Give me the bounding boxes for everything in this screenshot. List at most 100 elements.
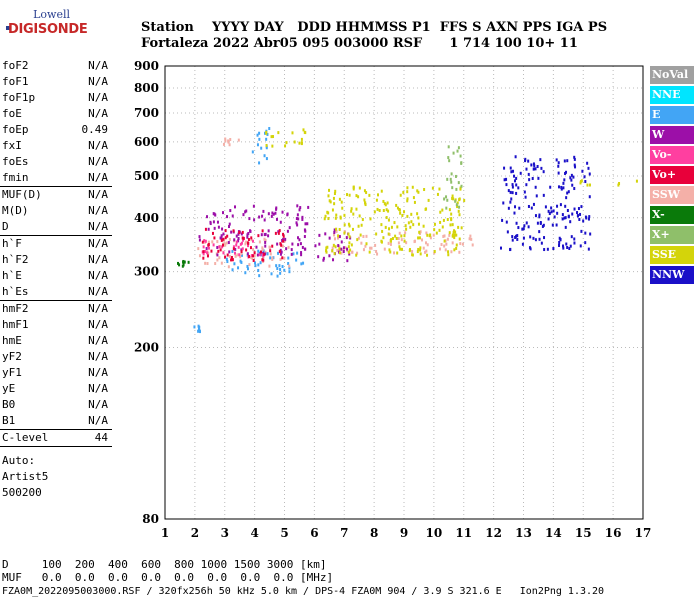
echo-point xyxy=(281,256,284,260)
echo-point xyxy=(250,238,253,242)
echo-point xyxy=(383,247,386,251)
echo-point xyxy=(529,247,532,251)
x-tick-label: 3 xyxy=(221,526,229,540)
echo-point xyxy=(233,238,236,242)
param-value: N/A xyxy=(88,188,108,201)
echo-point xyxy=(237,239,240,243)
echo-point xyxy=(300,251,303,255)
echo-point xyxy=(443,197,446,201)
echo-point xyxy=(275,264,278,268)
echo-point xyxy=(355,194,358,198)
param-name: h`E xyxy=(2,269,22,282)
echo-point xyxy=(274,231,277,235)
echo-point xyxy=(228,225,231,229)
echo-point xyxy=(269,249,272,253)
echo-point xyxy=(222,251,225,255)
plot-frame xyxy=(164,65,644,520)
echo-point xyxy=(563,159,566,163)
echo-point xyxy=(503,166,506,170)
echo-point xyxy=(277,131,280,135)
echo-point xyxy=(204,250,207,254)
echo-point xyxy=(459,154,462,158)
x-tick-label: 1 xyxy=(161,526,169,540)
echo-point xyxy=(588,215,591,219)
echo-point xyxy=(301,215,304,219)
echo-point xyxy=(216,258,219,262)
echo-point xyxy=(349,248,352,252)
echo-point xyxy=(423,188,426,192)
echo-point xyxy=(248,263,251,267)
param-row-md: M(D) N/A xyxy=(0,203,112,219)
echo-point xyxy=(567,214,570,218)
echo-point xyxy=(514,155,517,159)
echo-point xyxy=(338,197,341,201)
echo-point xyxy=(242,236,245,240)
echo-point xyxy=(252,204,255,208)
echo-point xyxy=(403,210,406,214)
echo-point xyxy=(528,178,531,182)
echo-point xyxy=(280,243,283,247)
echo-point xyxy=(252,239,255,243)
echo-point xyxy=(338,245,341,249)
series-x xyxy=(177,259,190,268)
echo-point xyxy=(536,165,539,169)
echo-point xyxy=(258,131,261,135)
echo-point xyxy=(240,252,243,256)
echo-point xyxy=(238,231,241,235)
echo-point xyxy=(350,207,353,211)
echo-point xyxy=(568,247,571,251)
echo-point xyxy=(385,216,388,220)
echo-point xyxy=(218,245,221,249)
echo-point xyxy=(202,245,205,249)
echo-point xyxy=(258,240,261,244)
echo-point xyxy=(451,194,454,198)
echo-point xyxy=(559,203,562,207)
x-tick-label: 12 xyxy=(485,526,502,540)
auto-code: 500200 xyxy=(2,486,42,499)
echo-point xyxy=(226,215,229,219)
echo-point xyxy=(387,232,390,236)
echo-point xyxy=(445,195,448,199)
echo-point xyxy=(279,271,282,275)
echo-point xyxy=(202,252,205,256)
echo-point xyxy=(264,250,267,254)
echo-point xyxy=(336,248,339,252)
echo-point xyxy=(400,247,403,251)
echo-point xyxy=(334,189,337,193)
echo-point xyxy=(581,169,584,173)
echo-point xyxy=(352,187,355,191)
echo-point xyxy=(248,254,251,258)
echo-point xyxy=(216,253,219,257)
echo-point xyxy=(338,227,341,231)
echo-point xyxy=(579,181,582,185)
echo-point xyxy=(396,225,399,229)
echo-point xyxy=(227,139,230,143)
echo-point xyxy=(368,193,371,197)
echo-point xyxy=(235,240,238,244)
echo-point xyxy=(237,266,240,270)
echo-point xyxy=(376,207,379,211)
echo-point xyxy=(197,247,200,251)
echo-point xyxy=(586,183,589,187)
echo-point xyxy=(538,215,541,219)
echo-point xyxy=(288,264,291,268)
echo-point xyxy=(446,198,449,202)
echo-point xyxy=(384,203,387,207)
param-name: yE xyxy=(2,382,16,395)
echo-point xyxy=(576,214,579,218)
echo-point xyxy=(417,216,420,220)
echo-point xyxy=(540,241,543,245)
echo-point xyxy=(225,241,228,245)
params-group-virtual-heights: h`F N/A h`F2 N/A h`E N/A h`Es N/A xyxy=(0,236,112,300)
echo-point xyxy=(262,258,265,262)
echo-point xyxy=(230,230,233,234)
echo-point xyxy=(564,225,567,229)
echo-point xyxy=(442,234,445,238)
param-value: N/A xyxy=(88,302,108,315)
param-name: h`Es xyxy=(2,285,29,298)
echo-point xyxy=(438,228,441,232)
echo-point xyxy=(387,218,390,222)
echo-point xyxy=(258,137,261,141)
echo-point xyxy=(288,266,291,270)
distance-row: D 100 200 400 600 800 1000 1500 3000 [km… xyxy=(2,558,327,571)
